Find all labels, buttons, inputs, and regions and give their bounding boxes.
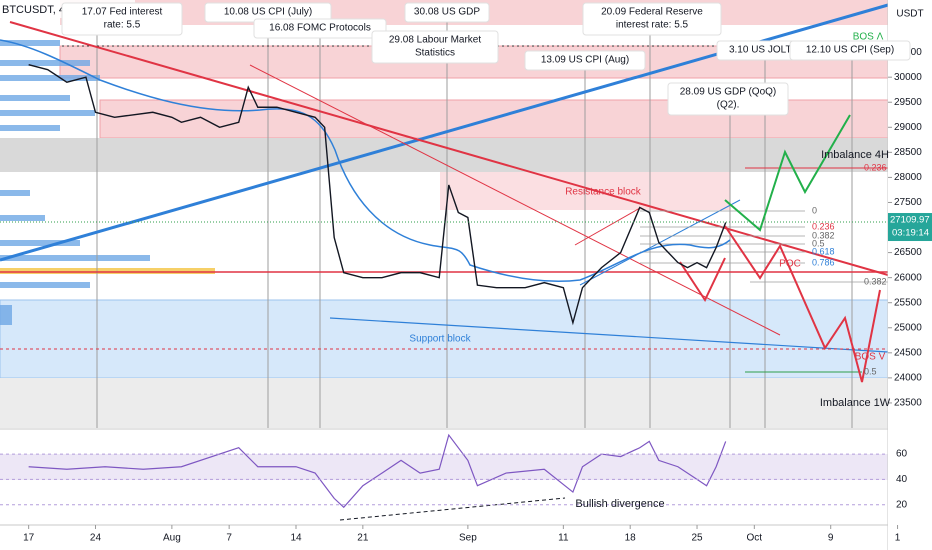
y-tick-label: 25500 xyxy=(894,297,922,308)
price-axis xyxy=(888,0,932,550)
y-tick-label: 24000 xyxy=(894,373,922,384)
y-tick-label: 28500 xyxy=(894,147,922,158)
x-tick-label: Aug xyxy=(163,533,181,544)
x-tick-label: 17 xyxy=(23,533,35,544)
y-tick-label: 23500 xyxy=(894,398,922,409)
y-tick-label: 27500 xyxy=(894,197,922,208)
chart-label: Support block xyxy=(409,334,471,345)
annotation-box xyxy=(371,30,499,64)
x-tick-label: Sep xyxy=(459,533,477,544)
annotation-text: Statistics xyxy=(415,48,455,59)
annotation-text: rate: 5.5 xyxy=(104,20,141,31)
x-tick-label: 25 xyxy=(691,533,703,544)
channel-line xyxy=(574,207,641,246)
annotation-text: 3.10 US JOLTS. xyxy=(729,45,801,56)
annotation-text: 10.08 US CPI (July) xyxy=(224,7,312,18)
y-tick-label: 28000 xyxy=(894,172,922,183)
y-tick-label: 25000 xyxy=(894,322,922,333)
projection-bear xyxy=(679,257,726,303)
chart-label: Imbalance 1W xyxy=(820,397,891,409)
divergence-line xyxy=(339,497,566,521)
x-tick-label: 1 xyxy=(895,533,901,544)
currency: USDT xyxy=(896,9,923,20)
rsi-band xyxy=(0,454,888,480)
y-tick-label: 26000 xyxy=(894,272,922,283)
annotation-text: 20.09 Federal Reserve xyxy=(601,7,703,18)
fib-label: 0.382 xyxy=(812,230,835,240)
chart-label: Imbalance 4H xyxy=(821,149,889,161)
annotation-box xyxy=(789,40,911,61)
annotation-box xyxy=(253,18,387,39)
chart-label: Bullish divergence xyxy=(575,498,664,510)
fib-label: 0.5 xyxy=(864,366,877,376)
rsi-tick-label: 60 xyxy=(896,449,908,460)
x-tick-label: 9 xyxy=(828,533,834,544)
fib-label: 0.786 xyxy=(812,257,835,267)
annotation-box xyxy=(61,2,183,36)
annotation-text: interest rate: 5.5 xyxy=(616,20,689,31)
rsi-tick-label: 20 xyxy=(896,499,908,510)
projection-bear xyxy=(724,225,881,383)
last-price: 27109.97 xyxy=(890,215,930,226)
x-tick-label: 24 xyxy=(90,533,102,544)
countdown: 03:19:14 xyxy=(892,228,929,239)
annotation-text: 28.09 US GDP (QoQ) xyxy=(680,87,777,98)
trend-line xyxy=(9,21,889,276)
annotation-text: 16.08 FOMC Protocols xyxy=(269,23,371,34)
imbalance-zone xyxy=(0,378,888,428)
rsi-tick-label: 40 xyxy=(896,474,908,485)
trend-line xyxy=(249,64,781,336)
chart-label: BOS V xyxy=(855,352,886,363)
annotation-text: 13.09 US CPI (Aug) xyxy=(541,55,629,66)
volume-profile xyxy=(0,40,215,325)
fib-label: 0.618 xyxy=(812,246,835,256)
y-tick-label: 29500 xyxy=(894,97,922,108)
chart-label: POC xyxy=(779,259,801,270)
annotation-text: 17.07 Fed interest xyxy=(82,7,163,18)
last-price-tag xyxy=(888,213,932,242)
channel-line xyxy=(579,199,741,286)
x-tick-label: 21 xyxy=(357,533,369,544)
projection-bull xyxy=(724,114,851,232)
fib-label: 0.236 xyxy=(864,162,887,172)
y-tick-label: 24500 xyxy=(894,347,922,358)
y-tick-label: 29000 xyxy=(894,122,922,133)
fib-label: 0 xyxy=(812,205,817,215)
imbalance-zone xyxy=(0,138,888,172)
price-line xyxy=(28,63,727,326)
annotation-box xyxy=(582,2,722,36)
y-tick-label: 30000 xyxy=(894,72,922,83)
annotation-box xyxy=(667,82,789,116)
annotation-text: 12.10 US CPI (Sep) xyxy=(806,45,894,56)
annotation-box xyxy=(524,50,646,71)
annotation-text: 29.08 Labour Market xyxy=(389,35,482,46)
x-tick-label: 14 xyxy=(290,533,302,544)
annotation-box xyxy=(404,2,490,23)
fib-label: 0.236 xyxy=(812,221,835,231)
chart-label: BOS Λ xyxy=(853,32,884,43)
chart-label: Resistance block xyxy=(565,187,642,198)
x-tick-label: 18 xyxy=(625,533,637,544)
x-tick-label: 7 xyxy=(226,533,232,544)
fib-label: 0.382 xyxy=(864,276,887,286)
annotation-text: 30.08 US GDP xyxy=(414,7,480,18)
fib-label: 0.5 xyxy=(812,238,825,248)
x-tick-label: 11 xyxy=(558,533,569,544)
moving-average xyxy=(0,39,731,283)
annotation-text: (Q2). xyxy=(717,100,740,111)
support-zone xyxy=(0,299,889,379)
support-line xyxy=(329,317,889,353)
y-tick-label: 26500 xyxy=(894,247,922,258)
x-tick-label: Oct xyxy=(747,533,763,544)
